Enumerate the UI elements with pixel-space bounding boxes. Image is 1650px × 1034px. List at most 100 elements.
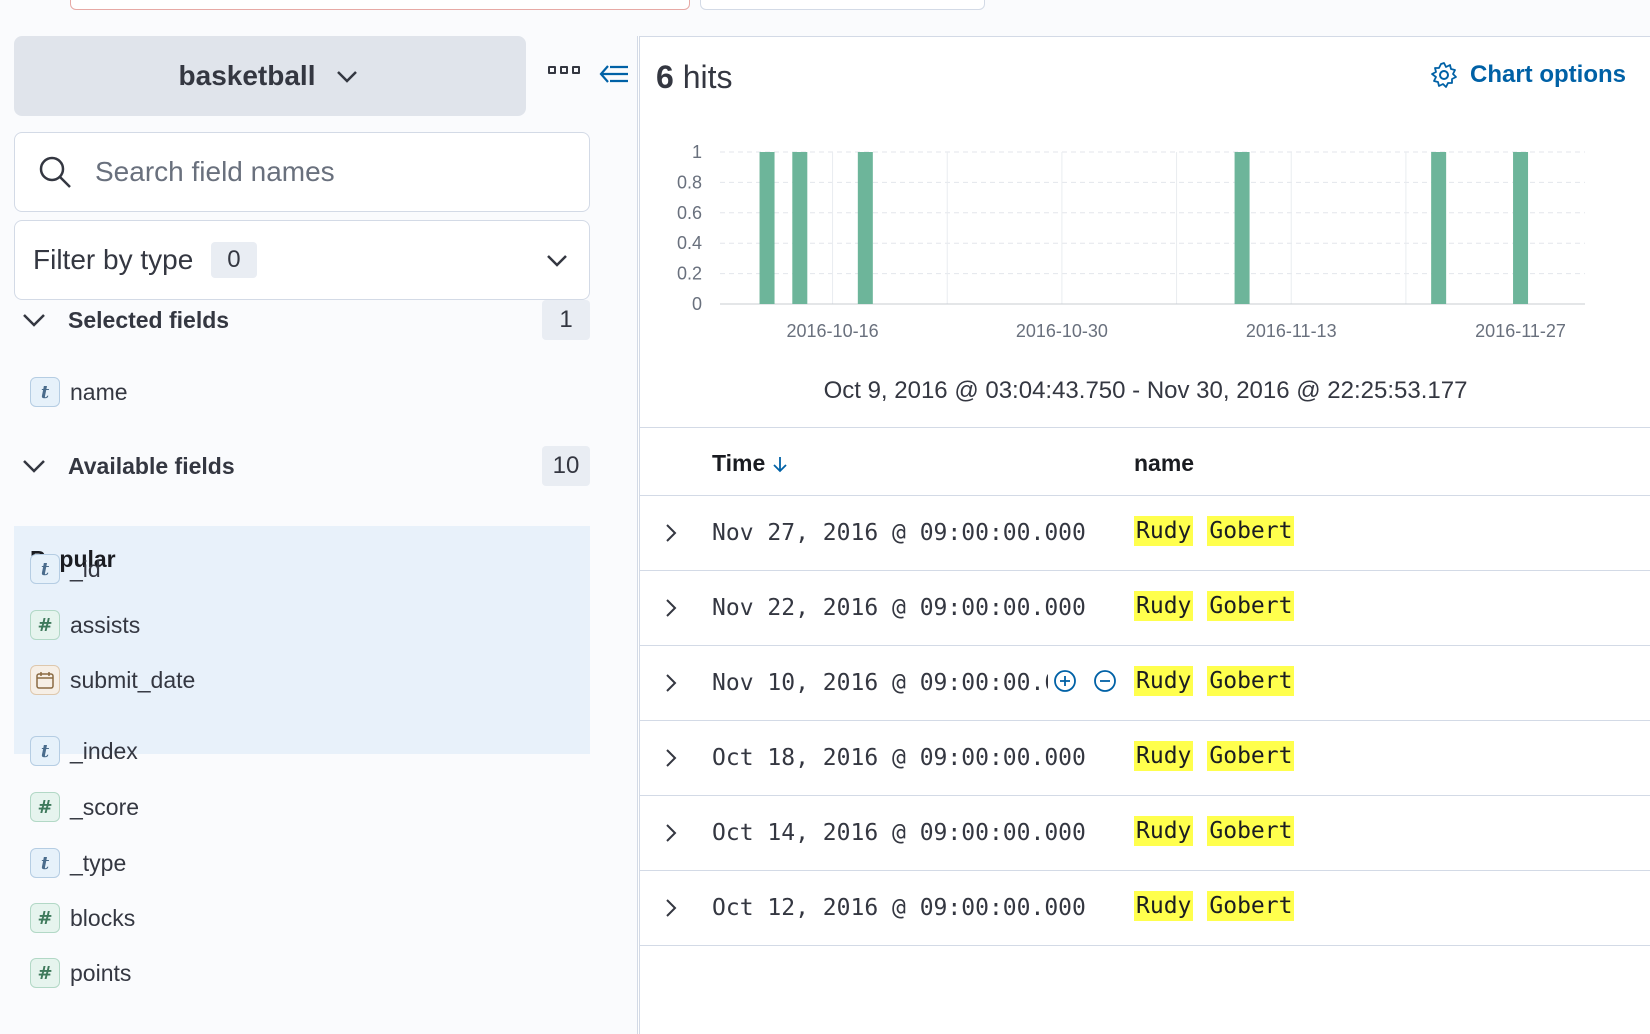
filter-label: Filter by type (33, 244, 194, 275)
field-item[interactable]: # points (30, 956, 131, 990)
section-count: 10 (542, 446, 590, 486)
field-search[interactable] (14, 132, 590, 212)
search-input[interactable] (95, 156, 555, 188)
table-row[interactable]: Nov 22, 2016 @ 09:00:00.000 Rudy Gobert (640, 571, 1650, 646)
string-type-icon: t (30, 736, 60, 766)
chevron-right-icon[interactable] (658, 595, 684, 621)
highlighted-term: Gobert (1207, 666, 1295, 696)
chevron-right-icon[interactable] (658, 670, 684, 696)
date-picker[interactable] (700, 0, 985, 10)
time-cell: Nov 22, 2016 @ 09:00:00.000 (712, 595, 1086, 621)
x-tick-label: 2016-11-27 (1475, 321, 1566, 341)
table-row[interactable]: Oct 12, 2016 @ 09:00:00.000 Rudy Gobert (640, 871, 1650, 946)
chevron-right-icon[interactable] (658, 745, 684, 771)
chevron-down-icon (23, 314, 45, 327)
sort-descending-icon[interactable] (771, 454, 789, 474)
field-name: _score (70, 793, 140, 820)
string-type-icon: t (30, 377, 60, 407)
field-name: _index (70, 737, 138, 764)
gear-icon (1431, 62, 1457, 88)
search-icon (39, 156, 71, 188)
highlighted-term: Gobert (1207, 516, 1295, 546)
hits-count: 6 (656, 59, 674, 95)
collapse-sidebar-icon[interactable] (598, 58, 630, 90)
highlighted-term: Gobert (1207, 741, 1295, 771)
query-bar[interactable] (70, 0, 690, 10)
highlighted-term: Gobert (1207, 891, 1295, 921)
field-name: assists (70, 611, 141, 638)
name-column-header[interactable]: name (1134, 450, 1195, 476)
y-tick-label: 0 (692, 294, 702, 314)
hits-label: hits (682, 59, 733, 95)
highlighted-term: Rudy (1134, 591, 1194, 621)
highlighted-term: Rudy (1134, 666, 1194, 696)
field-item[interactable]: t _id (30, 552, 101, 586)
sidebar: basketball Filter by type 0 Selected fie… (0, 36, 638, 1034)
filter-out-value-icon[interactable] (1092, 668, 1118, 694)
highlighted-term: Rudy (1134, 516, 1194, 546)
highlighted-term: Rudy (1134, 891, 1194, 921)
x-tick-label: 2016-10-16 (787, 321, 879, 341)
table-row[interactable]: Oct 14, 2016 @ 09:00:00.000 Rudy Gobert (640, 796, 1650, 871)
field-name: name (70, 378, 128, 405)
field-item[interactable]: submit_date (30, 663, 195, 697)
chart-options-button[interactable]: Chart options (1430, 61, 1626, 89)
name-cell: Rudy Gobert (1134, 516, 1295, 546)
field-item[interactable]: # _score (30, 790, 139, 824)
time-cell: Nov 10, 2016 @ 09:00:00.000 (712, 670, 1086, 696)
time-cell: Oct 12, 2016 @ 09:00:00.000 (712, 895, 1086, 921)
y-tick-label: 0.6 (677, 203, 702, 223)
selected-fields-section[interactable]: Selected fields 1 (20, 300, 590, 340)
chart-options-label: Chart options (1470, 61, 1626, 88)
field-item[interactable]: t _type (30, 846, 126, 880)
x-tick-label: 2016-10-30 (1016, 321, 1108, 341)
index-pattern-button[interactable]: basketball (14, 36, 526, 116)
field-item[interactable]: t _index (30, 734, 138, 768)
histogram-bar[interactable] (759, 152, 775, 304)
name-cell: Rudy Gobert (1134, 891, 1295, 921)
name-cell: Rudy Gobert (1134, 666, 1295, 696)
histogram-bar[interactable] (1234, 152, 1250, 304)
time-range-label: Oct 9, 2016 @ 03:04:43.750 - Nov 30, 201… (823, 377, 1468, 404)
highlighted-term: Gobert (1207, 816, 1295, 846)
field-name: _type (70, 849, 127, 876)
table-row[interactable]: Oct 18, 2016 @ 09:00:00.000 Rudy Gobert (640, 721, 1650, 796)
chevron-right-icon[interactable] (658, 820, 684, 846)
chevron-right-icon[interactable] (658, 895, 684, 921)
table-header: Time name (640, 428, 1650, 496)
popular-fields-group: Popular (14, 526, 590, 754)
index-pattern-label: basketball (178, 60, 316, 91)
time-column-label: Time (712, 450, 766, 476)
y-tick-label: 1 (692, 142, 702, 162)
table-row[interactable]: Nov 27, 2016 @ 09:00:00.000 Rudy Gobert (640, 496, 1650, 571)
field-item[interactable]: t name (30, 375, 128, 409)
field-item[interactable]: # assists (30, 608, 140, 642)
top-strip (0, 0, 1650, 36)
available-fields-section[interactable]: Available fields 10 (20, 446, 590, 486)
histogram-bar[interactable] (1431, 152, 1447, 304)
table-row[interactable]: Nov 10, 2016 @ 09:00:00.000 Rudy Gobert (640, 646, 1650, 721)
field-name: points (70, 959, 132, 986)
filter-by-type[interactable]: Filter by type 0 (14, 220, 590, 300)
field-name: _id (70, 555, 101, 582)
y-tick-label: 0.4 (677, 233, 702, 253)
field-item[interactable]: # blocks (30, 901, 135, 935)
time-cell: Nov 27, 2016 @ 09:00:00.000 (712, 520, 1086, 546)
field-name: blocks (70, 904, 136, 931)
histogram-bar[interactable] (1513, 152, 1529, 304)
string-type-icon: t (30, 554, 60, 584)
chevron-right-icon[interactable] (658, 520, 684, 546)
highlighted-term: Rudy (1134, 816, 1194, 846)
name-cell: Rudy Gobert (1134, 591, 1295, 621)
filter-for-value-icon[interactable] (1052, 668, 1078, 694)
histogram-bar[interactable] (792, 152, 808, 304)
chevron-down-icon (547, 255, 567, 267)
section-count: 1 (542, 300, 590, 340)
name-cell: Rudy Gobert (1134, 816, 1295, 846)
time-column-header[interactable]: Time (712, 450, 789, 477)
histogram-bar[interactable] (857, 152, 873, 304)
number-type-icon: # (30, 958, 60, 988)
histogram-chart[interactable]: 0 0.2 0.4 0.6 0.8 1 2016-10-16 2016-10-30 2016-1… (640, 137, 1650, 347)
more-options-icon[interactable] (548, 66, 580, 74)
y-tick-label: 0.2 (677, 264, 702, 284)
